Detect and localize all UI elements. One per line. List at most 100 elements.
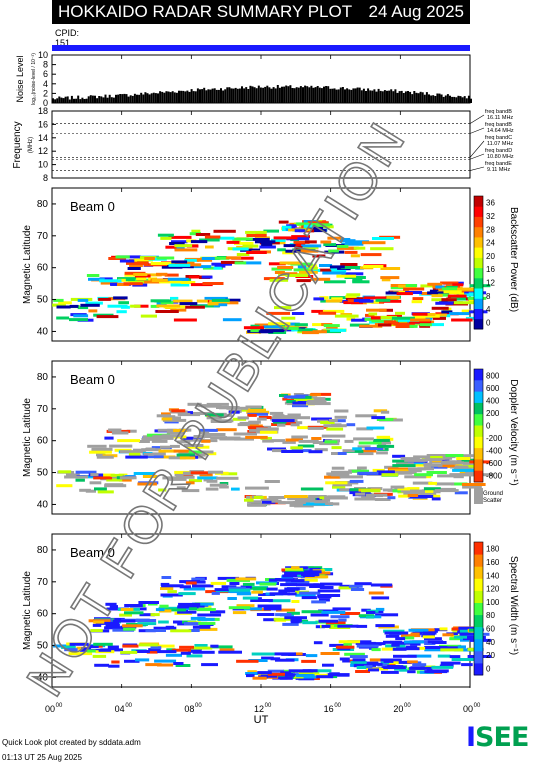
data-cell	[248, 426, 264, 430]
data-cell	[381, 670, 399, 674]
data-cell	[184, 622, 208, 626]
data-cell	[335, 645, 355, 649]
colorbar-segment	[474, 308, 483, 320]
data-cell	[157, 663, 174, 667]
noise-bar	[247, 89, 250, 103]
data-cell	[173, 318, 197, 322]
data-cell	[161, 576, 172, 579]
beam-label: Beam 0	[70, 372, 115, 387]
band-leader	[469, 127, 485, 134]
noise-bar	[270, 88, 273, 103]
data-cell	[281, 316, 296, 320]
data-cell	[279, 676, 293, 680]
frequency-ytick-label: 10	[38, 160, 48, 170]
data-cell	[246, 674, 255, 678]
noise-bar	[243, 88, 246, 103]
beam-label: Beam 0	[70, 199, 115, 214]
data-cell	[316, 675, 334, 679]
colorbar-segment	[474, 638, 483, 652]
ut-tick-minutes: 00	[334, 703, 341, 709]
data-cell	[365, 493, 388, 497]
data-cell	[199, 627, 218, 631]
data-cell	[435, 312, 459, 316]
data-cell	[123, 282, 143, 286]
data-cell	[422, 635, 435, 639]
data-cell	[308, 226, 324, 230]
data-cell	[209, 483, 228, 487]
data-cell	[130, 304, 141, 308]
data-cell	[338, 618, 347, 622]
data-cell	[226, 240, 240, 244]
colorbar-tick-label: -400	[486, 447, 503, 456]
data-cell	[391, 643, 400, 647]
data-cell	[245, 230, 267, 234]
data-cell	[388, 321, 399, 325]
noise-bar	[154, 93, 157, 103]
data-cell	[98, 648, 112, 652]
data-cell	[342, 449, 355, 453]
data-cell	[309, 585, 324, 588]
band-name: freq bandB	[485, 109, 512, 115]
noise-bar	[325, 86, 328, 103]
data-cell	[216, 428, 237, 432]
data-cell	[166, 648, 176, 652]
ut-tick-minutes: 00	[404, 703, 411, 709]
noise-bars	[52, 85, 472, 103]
data-cell	[236, 604, 255, 608]
colorbar-segment	[474, 650, 483, 664]
data-cell	[345, 240, 370, 244]
data-cell	[400, 489, 420, 493]
data-cell	[349, 491, 371, 495]
noise-bar	[224, 89, 227, 103]
band-value: 14.64 MHz	[487, 128, 514, 134]
data-cell	[359, 324, 383, 328]
data-cell	[190, 412, 215, 415]
colorbar-segment	[474, 436, 483, 449]
lat-ytick-label: 70	[37, 404, 49, 415]
data-cell	[270, 657, 281, 661]
credit-line: Quick Look plot created by sddata.adm	[2, 738, 141, 747]
data-cell	[371, 648, 381, 652]
colorbar-tick-label: 400	[486, 396, 500, 405]
data-cell	[158, 606, 183, 610]
data-cell	[217, 576, 239, 580]
data-cell	[155, 608, 165, 612]
noise-bar	[106, 97, 109, 103]
ut-tick-minutes: 00	[56, 703, 63, 709]
colorbar-tick-label: -800	[486, 472, 503, 481]
data-cell	[405, 284, 418, 287]
data-cell	[312, 330, 327, 334]
data-cell	[267, 669, 285, 673]
data-cell	[280, 671, 291, 675]
data-cell	[126, 261, 149, 265]
data-cell	[362, 241, 386, 245]
data-cell	[451, 658, 475, 661]
data-cell	[104, 626, 126, 630]
noise-bar	[262, 87, 265, 103]
data-cell	[291, 579, 305, 583]
data-cell	[264, 480, 280, 483]
noise-bar	[178, 90, 180, 103]
data-cell	[459, 632, 482, 636]
noise-bar	[196, 88, 199, 103]
colorbar-segment	[474, 425, 483, 438]
noise-bar	[274, 88, 277, 103]
noise-bar	[184, 91, 187, 103]
data-cell	[366, 426, 385, 430]
lat-ytick-label: 50	[37, 295, 49, 306]
data-cell	[266, 587, 278, 591]
band-name: freq bandB	[485, 122, 512, 128]
data-cell	[421, 456, 443, 459]
data-cell	[304, 575, 329, 579]
lat-ytick-label: 40	[37, 326, 49, 337]
data-cell	[387, 496, 396, 500]
ground-scatter-swatch	[474, 488, 483, 504]
data-cell	[398, 660, 411, 664]
data-cell	[291, 566, 300, 570]
data-cell	[245, 435, 268, 439]
data-cell	[198, 607, 212, 611]
data-cell	[211, 591, 220, 595]
data-cell	[357, 471, 379, 475]
data-cell	[122, 644, 139, 648]
data-cell	[457, 645, 466, 649]
